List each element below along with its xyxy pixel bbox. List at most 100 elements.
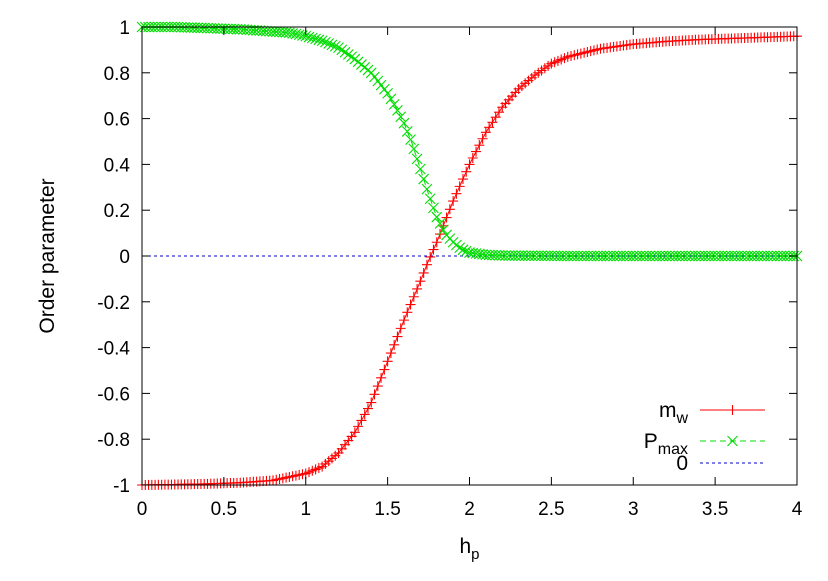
data-point: [339, 46, 351, 58]
data-point: [385, 93, 397, 105]
x-tick-label: 0.5: [211, 499, 237, 520]
x-tick-label: 2: [464, 499, 475, 520]
data-point: [349, 427, 360, 438]
x-axis-title: hp: [459, 535, 479, 563]
data-point: [414, 163, 426, 175]
data-point: [484, 122, 495, 133]
data-point: [424, 193, 436, 205]
data-point: [418, 173, 430, 185]
y-tick-label: 1: [119, 18, 130, 39]
data-point: [395, 323, 406, 334]
data-point: [392, 104, 403, 116]
x-tick-label: 1.5: [374, 499, 400, 520]
data-point: [457, 244, 469, 256]
data-point: [415, 276, 426, 287]
y-tick-label: -0.8: [97, 430, 130, 451]
data-point: [342, 49, 354, 60]
series-2: [142, 26, 797, 257]
legend-label: Pmax: [644, 430, 688, 458]
legend-label-sub: w: [675, 410, 688, 427]
data-point: [441, 212, 452, 223]
legend-label: 0: [676, 452, 688, 475]
data-point: [280, 27, 292, 38]
data-point: [451, 188, 462, 199]
legend-label: mw: [659, 399, 689, 427]
x-tick-label: 1: [300, 499, 311, 520]
data-point: [320, 36, 331, 48]
y-tick-label: 0.4: [104, 155, 131, 176]
y-tick-label: 0: [119, 247, 130, 268]
y-tick-label: 0.8: [104, 64, 130, 85]
data-point: [329, 40, 341, 52]
data-point: [306, 32, 318, 44]
data-point: [379, 364, 390, 375]
y-tick-label: 0.6: [104, 110, 130, 131]
x-axis: 0 0.5 1 1.5 2 2.5 3 3.5 4: [137, 27, 803, 520]
data-point: [333, 42, 344, 53]
data-point: [460, 245, 472, 257]
data-point: [487, 117, 498, 128]
legend-label-main: P: [644, 430, 658, 453]
series-1: [141, 35, 798, 486]
data-point: [454, 242, 466, 254]
series-line: [141, 35, 798, 486]
data-point: [356, 415, 367, 426]
data-point: [372, 381, 383, 392]
data-point: [385, 348, 396, 359]
data-point: [300, 30, 312, 42]
y-tick-label: -1: [113, 476, 130, 497]
data-point: [411, 153, 423, 165]
data-point: [428, 202, 439, 214]
y-axis: -1 -0.8 -0.6 -0.4 -0.2 0 0.2 0.4 0.6 0.8 1: [97, 18, 797, 497]
legend-label-main: m: [659, 399, 677, 422]
data-point: [428, 244, 439, 255]
data-point: [477, 133, 488, 144]
data-point: [359, 409, 370, 420]
x-tick-label: 4: [792, 499, 803, 520]
y-tick-label: -0.6: [97, 384, 130, 405]
data-point: [437, 224, 449, 236]
data-point: [310, 33, 321, 45]
data-point: [366, 397, 377, 408]
data-point: [438, 220, 449, 231]
data-point: [408, 143, 420, 155]
legend-label-sub: max: [658, 441, 688, 458]
data-point: [392, 331, 403, 342]
data-point: [431, 237, 442, 248]
data-point: [454, 181, 465, 192]
x-tick-label: 3.5: [702, 499, 728, 520]
y-axis-title: Order parameter: [36, 178, 59, 333]
data-point: [425, 251, 436, 262]
data-point: [474, 140, 485, 151]
data-point: [401, 126, 413, 137]
data-point: [369, 389, 380, 400]
data-point: [448, 196, 459, 207]
x-tick-label: 3: [628, 499, 639, 520]
data-point: [399, 315, 409, 326]
data-point: [376, 372, 387, 383]
series-markers: [137, 31, 802, 490]
y-tick-label: 0.2: [104, 201, 130, 222]
data-point: [457, 174, 468, 185]
data-point: [353, 421, 364, 432]
data-point: [398, 117, 410, 129]
data-point: [313, 34, 325, 46]
data-point: [405, 134, 416, 146]
data-point: [326, 39, 338, 51]
data-point: [444, 204, 455, 215]
data-point: [346, 51, 357, 63]
x-axis-title-main: h: [459, 535, 471, 558]
data-point: [473, 248, 485, 260]
data-point: [421, 259, 432, 270]
data-point: [467, 247, 479, 259]
data-point: [490, 112, 501, 123]
data-marks: [136, 21, 803, 490]
data-point: [290, 28, 302, 40]
data-point: [467, 152, 478, 163]
data-point: [470, 248, 482, 259]
data-point: [464, 159, 475, 170]
x-tick-label: 2.5: [538, 499, 564, 520]
data-point: [362, 403, 373, 414]
data-point: [461, 166, 472, 177]
